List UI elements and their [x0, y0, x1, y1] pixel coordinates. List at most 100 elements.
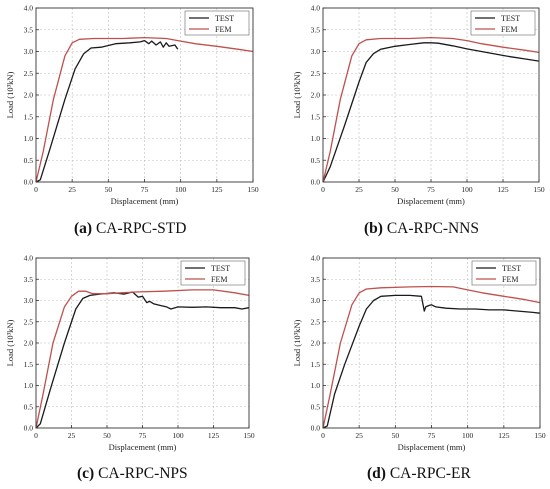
x-tick-label: 150: [533, 185, 545, 194]
x-tick-label: 150: [243, 431, 255, 440]
y-tick-label: 3.0: [24, 296, 34, 305]
y-tick-label: 3.0: [311, 296, 321, 305]
legend-label-test: TEST: [502, 264, 521, 273]
x-tick-label: 50: [391, 185, 399, 194]
legend-label-test: TEST: [211, 264, 230, 273]
panel-d: 0 25 50 75 100 125 150 0.0 0.5 1.0 1.5 2.0 2.5 3.0 3.5…: [287, 253, 550, 489]
x-tick-label: 0: [34, 431, 38, 440]
x-axis-label: Displacement (mm): [397, 196, 465, 206]
x-tick-label: 25: [68, 185, 76, 194]
x-tick-label: 25: [68, 431, 76, 440]
caption-name: CA-RPC-NPS: [98, 465, 188, 482]
y-tick-label: 2.5: [311, 69, 321, 78]
y-tick-label: 4.0: [24, 4, 34, 13]
series-line-test: [322, 42, 540, 183]
panel-a: 0 25 50 75 100 125 150 0.0 0.5 1.0 1.5 2.0 2.5 3.0 3.5…: [0, 0, 275, 245]
x-tick-label: 125: [208, 431, 220, 440]
y-tick-label: 3.5: [311, 275, 321, 284]
legend-box: [180, 260, 246, 286]
legend-label-fem: FEM: [211, 275, 227, 284]
y-tick-label: 3.5: [24, 25, 34, 34]
y-tick-label: 0.5: [24, 156, 34, 165]
x-tick-label: 125: [497, 185, 509, 194]
y-tick-label: 2.5: [24, 317, 34, 326]
legend-box: [471, 260, 537, 286]
y-tick-label: 2.0: [24, 91, 34, 100]
y-tick-label: 0.5: [311, 402, 321, 411]
x-tick-label: 25: [355, 431, 363, 440]
caption-d: (d) CA-RPC-ER: [367, 465, 471, 483]
series-line-fem: [35, 36, 254, 183]
x-tick-label: 0: [321, 431, 325, 440]
x-tick-label: 0: [34, 185, 38, 194]
x-tick-label: 50: [105, 185, 113, 194]
y-tick-label: 1.0: [311, 134, 321, 143]
y-tick-label: 3.5: [311, 25, 321, 34]
y-tick-label: 0.0: [24, 424, 34, 433]
panel-c: 0 25 50 75 100 125 150 0.0 0.5 1.0 1.5 2.0 2.5 3.0 3.5…: [0, 253, 275, 489]
y-tick-label: 1.5: [311, 360, 321, 369]
legend-label-fem: FEM: [502, 275, 518, 284]
series-line-test: [35, 291, 250, 429]
x-tick-label: 125: [211, 185, 223, 194]
y-tick-label: 2.0: [24, 339, 34, 348]
chart-c: 0 25 50 75 100 125 150 0.0 0.5 1.0 1.5 2.0 2.5 3.0 3.5…: [5, 254, 255, 453]
y-tick-label: 0.5: [24, 402, 34, 411]
legend-box: [470, 10, 536, 36]
series-line-fem: [322, 285, 541, 429]
y-tick-label: 0.0: [311, 424, 321, 433]
chart-d: 0 25 50 75 100 125 150 0.0 0.5 1.0 1.5 2.0 2.5 3.0 3.5…: [292, 254, 546, 453]
y-tick-label: 0.0: [24, 178, 34, 187]
caption-name: CA-RPC-ER: [389, 465, 471, 482]
y-tick-label: 2.5: [311, 317, 321, 326]
y-tick-label: 4.0: [311, 4, 321, 13]
y-axis-label: Load (10³kN): [5, 319, 15, 366]
y-tick-label: 4.0: [311, 254, 321, 263]
y-tick-label: 4.0: [24, 254, 34, 263]
y-tick-label: 2.5: [24, 69, 34, 78]
x-tick-label: 100: [461, 185, 473, 194]
x-tick-label: 75: [428, 431, 436, 440]
panel-b: 0 25 50 75 100 125 150 0.0 0.5 1.0 1.5 2.0 2.5 3.0 3.5…: [287, 0, 550, 245]
x-tick-label: 75: [139, 431, 147, 440]
y-axis-label: Load (10³kN): [292, 319, 302, 366]
x-tick-label: 25: [355, 185, 363, 194]
y-tick-label: 2.0: [311, 339, 321, 348]
legend-label-fem: FEM: [501, 25, 517, 34]
legend-box: [184, 10, 250, 36]
x-tick-label: 50: [392, 431, 400, 440]
y-tick-label: 1.5: [24, 360, 34, 369]
y-tick-label: 1.5: [311, 112, 321, 121]
x-tick-label: 100: [462, 431, 474, 440]
y-tick-label: 3.0: [311, 47, 321, 56]
y-tick-label: 3.0: [24, 47, 34, 56]
x-axis-label: Displacement (mm): [111, 196, 179, 206]
x-tick-label: 50: [103, 431, 111, 440]
chart-b: 0 25 50 75 100 125 150 0.0 0.5 1.0 1.5 2.0 2.5 3.0 3.5…: [292, 4, 545, 207]
legend-label-fem: FEM: [215, 25, 231, 34]
x-tick-label: 0: [321, 185, 325, 194]
caption-name: CA-RPC-STD: [95, 220, 187, 237]
caption-letter: (d): [367, 465, 386, 482]
x-tick-label: 150: [247, 185, 259, 194]
chart-a: 0 25 50 75 100 125 150 0.0 0.5 1.0 1.5 2.0 2.5 3.0 3.5…: [5, 4, 259, 207]
caption-a: (a) CA-RPC-STD: [74, 220, 186, 238]
legend-label-test: TEST: [501, 14, 520, 23]
caption-letter: (b): [364, 220, 383, 237]
x-tick-label: 75: [427, 185, 435, 194]
y-axis-label: Load (10³kN): [292, 71, 302, 118]
x-axis-label: Displacement (mm): [398, 442, 466, 452]
x-tick-label: 150: [534, 431, 546, 440]
y-tick-label: 0.5: [311, 156, 321, 165]
caption-letter: (c): [77, 465, 95, 482]
y-axis-label: Load (10³kN): [5, 71, 15, 118]
caption-b: (b) CA-RPC-NNS: [364, 220, 479, 238]
y-tick-label: 2.0: [311, 91, 321, 100]
y-tick-label: 1.0: [24, 381, 34, 390]
caption-c: (c) CA-RPC-NPS: [77, 465, 188, 483]
series-line-fem: [322, 36, 540, 183]
caption-name: CA-RPC-NNS: [386, 220, 479, 237]
y-tick-label: 0.0: [311, 178, 321, 187]
y-tick-label: 1.0: [311, 381, 321, 390]
